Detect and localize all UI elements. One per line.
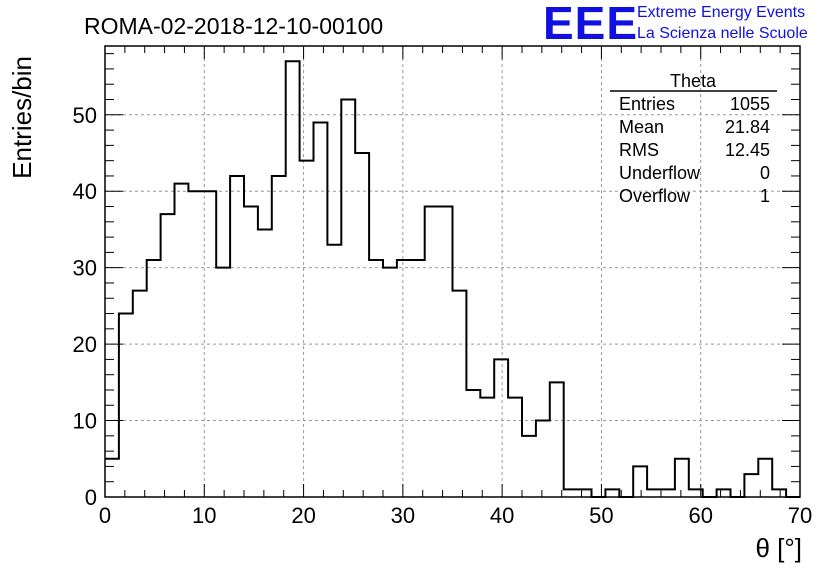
histogram-bin (536, 421, 550, 497)
x-tick-label: 30 (391, 503, 415, 528)
x-tick-label: 10 (192, 503, 216, 528)
histogram-bin (119, 314, 133, 497)
histogram-bin (369, 260, 383, 497)
histogram-bin (258, 229, 272, 497)
histogram-bin (494, 359, 508, 497)
stats-title: Theta (670, 71, 717, 91)
y-tick-label: 20 (73, 332, 97, 357)
logo-line-1: Extreme Energy Events (637, 4, 806, 21)
histogram-bin (327, 245, 341, 497)
histogram-bin (425, 207, 439, 497)
histogram-bin (508, 398, 522, 497)
x-tick-label: 50 (589, 503, 613, 528)
histogram-bin (522, 436, 536, 497)
eee-logo: EEE (543, 0, 639, 49)
stats-label-rms: RMS (619, 140, 659, 160)
histogram-bin (355, 153, 369, 497)
histogram-bin (480, 398, 494, 497)
y-tick-label: 50 (73, 103, 97, 128)
histogram-bin (175, 184, 189, 497)
stats-value-mean: 21.84 (725, 117, 770, 137)
histogram-bin (286, 61, 300, 497)
histogram-bin (661, 489, 675, 497)
stats-box: Theta Entries 1055 Mean 21.84 RMS 12.45 Underf… (610, 71, 777, 206)
histogram-bin (647, 489, 661, 497)
chart-title: ROMA-02-2018-12-10-00100 (84, 13, 383, 39)
histogram-bin (216, 268, 230, 497)
histogram-bin (564, 489, 578, 497)
histogram-bin (675, 459, 689, 497)
histogram-bin (230, 176, 244, 497)
histogram-bin (550, 382, 564, 497)
stats-value-underflow: 0 (760, 163, 770, 183)
x-tick-label: 70 (788, 503, 812, 528)
histogram-bin (147, 260, 161, 497)
histogram-bin (314, 122, 328, 497)
histogram-bin (717, 489, 731, 497)
histogram-bin (341, 100, 355, 497)
histogram-bin (466, 390, 480, 497)
plot-frame (104, 45, 801, 498)
x-tick-label: 20 (291, 503, 315, 528)
stats-label-mean: Mean (619, 117, 664, 137)
stats-value-overflow: 1 (760, 186, 770, 206)
stats-value-rms: 12.45 (725, 140, 770, 160)
x-tick-label: 0 (99, 503, 111, 528)
histogram-bin (633, 466, 647, 497)
histogram-bin (300, 161, 314, 497)
histogram-bin (411, 260, 425, 497)
histogram-bin (578, 489, 592, 497)
stats-label-overflow: Overflow (619, 186, 691, 206)
histogram-bin (244, 207, 258, 497)
y-tick-label: 10 (73, 409, 97, 434)
y-tick-label: 30 (73, 256, 97, 281)
stats-label-underflow: Underflow (619, 163, 701, 183)
histogram-bin (397, 260, 411, 497)
logo-line-2: La Scienza nelle Scuole (637, 25, 808, 42)
x-axis-label: θ [°] (755, 533, 802, 563)
histogram-outline (105, 60, 800, 498)
stats-label-entries: Entries (619, 94, 675, 114)
x-tick-label: 60 (688, 503, 712, 528)
histogram-bin (133, 291, 147, 497)
histogram-bin (453, 291, 467, 497)
histogram-bin (105, 459, 119, 497)
histogram-bin (605, 489, 619, 497)
stats-value-entries: 1055 (730, 94, 770, 114)
histogram-bin (383, 268, 397, 497)
y-tick-label: 0 (85, 485, 97, 510)
histogram-bin (744, 474, 758, 497)
histogram-bin (439, 207, 453, 497)
axes (104, 45, 801, 498)
histogram-bin (272, 176, 286, 497)
y-axis-label: Entries/bin (7, 56, 37, 179)
y-tick-label: 40 (73, 179, 97, 204)
histogram-bars (105, 60, 800, 498)
histogram-bin (161, 214, 175, 497)
histogram-bin (772, 489, 786, 497)
x-tick-label: 40 (490, 503, 514, 528)
